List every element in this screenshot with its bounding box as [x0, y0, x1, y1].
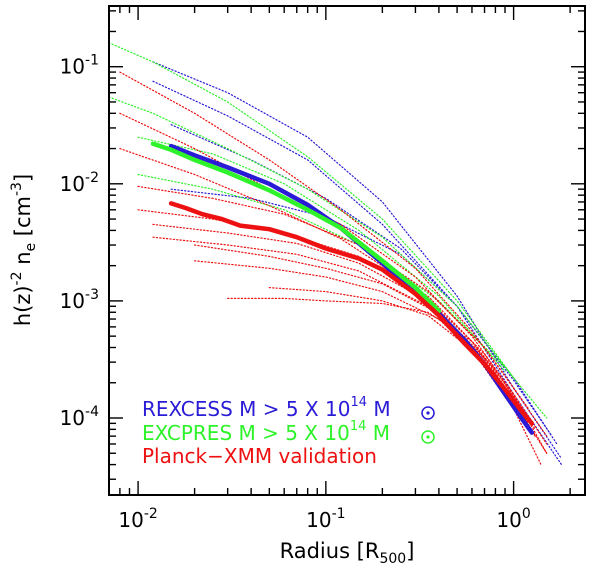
y-axis-label: h(z)-2 ne [cm-3] [9, 174, 39, 326]
y-tick-label: 10-2 [60, 170, 99, 196]
x-tick-label: 10-2 [118, 506, 157, 532]
sun-symbol-icon [421, 406, 435, 420]
y-tick-label: 10-3 [60, 287, 99, 313]
series-line-planck-xmm-cluster-1 [119, 71, 548, 437]
series-line-planck-xmm-cluster-7 [152, 236, 530, 424]
legend-entry-excpres: EXCPRES M > 5 X 1014 M [142, 419, 390, 445]
series-line-planck-xmm-cluster-10 [227, 297, 548, 454]
series-line-planck-xmm-cluster-9 [194, 260, 536, 437]
x-tick-label: 100 [496, 506, 530, 532]
sun-symbol-dot-icon [426, 435, 430, 439]
series-layer [108, 42, 563, 466]
series-line-excpres-median [150, 141, 442, 314]
series-line-planck-xmm-cluster-4 [137, 185, 530, 410]
y-tick-label: 10-1 [60, 53, 99, 79]
axis-ticks [108, 6, 585, 495]
x-tick-labels: 10-2 10-1 100 [118, 506, 530, 532]
series-line-excpres-cluster-4 [137, 173, 506, 369]
legend-entry-planck: Planck−XMM validation [142, 444, 377, 468]
series-line-excpres-cluster-3 [137, 136, 506, 372]
series-line-planck-xmm-cluster-6 [152, 223, 530, 422]
series-line-rexcess-cluster-4 [170, 124, 553, 437]
sun-symbol-dot-icon [426, 411, 430, 415]
y-tick-label: 10-4 [60, 404, 100, 430]
y-tick-labels: 10-4 10-3 10-2 10-1 [60, 53, 100, 430]
series-line-excpres-cluster-1 [108, 42, 548, 419]
series-line-planck-xmm-median [168, 201, 535, 426]
legend: REXCESS M > 5 X 1014 M EXCPRES M > 5 X 1… [142, 395, 435, 468]
legend-entry-rexcess: REXCESS M > 5 X 1014 M [142, 395, 391, 421]
series-line-planck-xmm-cluster-5 [137, 209, 530, 419]
series-line-planck-xmm-cluster-8 [194, 244, 536, 430]
series-line-excpres-cluster-2 [108, 96, 515, 379]
x-tick-label: 10-1 [306, 506, 345, 532]
sun-symbol-icon [421, 430, 435, 444]
series-line-rexcess-median [168, 143, 535, 435]
plot-frame [108, 5, 586, 496]
x-axis-label: Radius [R500] [280, 539, 415, 567]
